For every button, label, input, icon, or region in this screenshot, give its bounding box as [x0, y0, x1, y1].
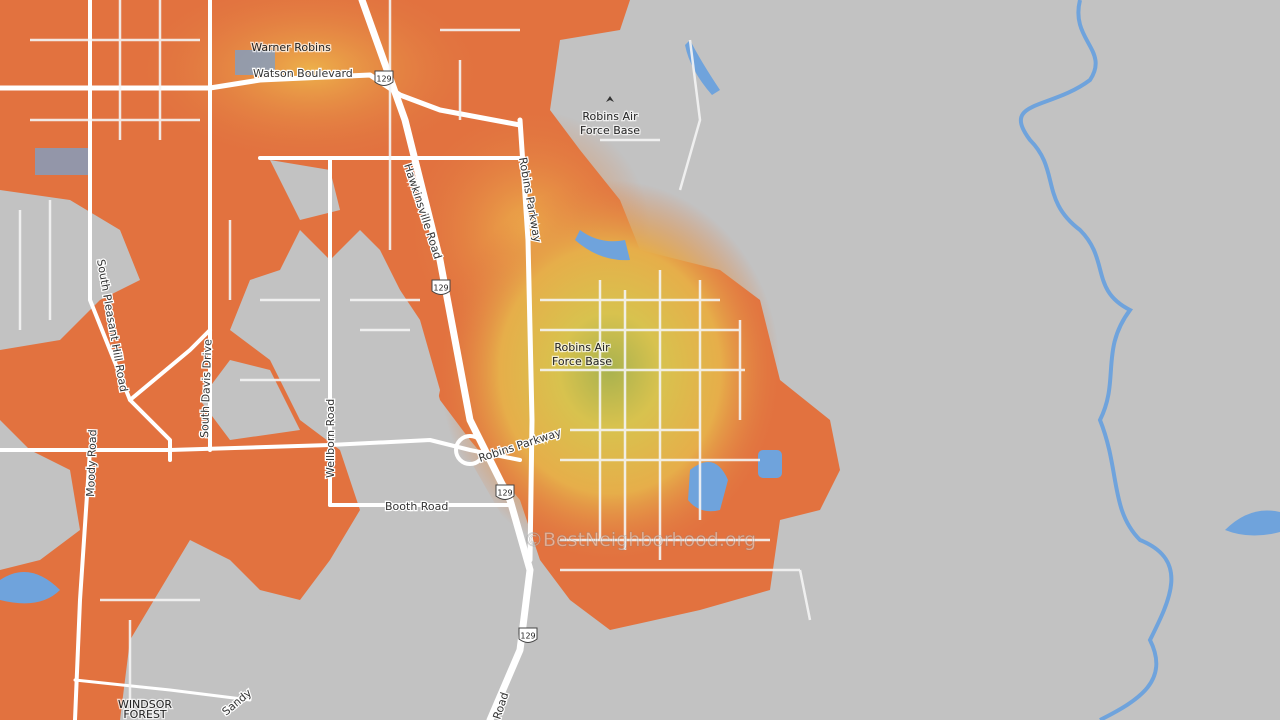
place-label: Robins Air [554, 341, 610, 354]
map-feature [758, 450, 782, 478]
map-feature [168, 438, 522, 462]
road-label: Watson Boulevard [253, 67, 353, 80]
map-feature: 129 [431, 279, 451, 295]
map-feature [0, 572, 60, 604]
map-feature [518, 627, 538, 643]
roads [0, 0, 812, 720]
map-feature [1225, 510, 1280, 536]
map-feature [35, 148, 88, 175]
shield-label: 129 [520, 632, 535, 641]
map-feature [540, 39, 770, 560]
shield-label: 129 [433, 284, 448, 293]
city-label: Warner Robins [251, 41, 331, 54]
map-feature [575, 230, 630, 261]
place-label: Force Base [580, 124, 640, 137]
place-label: WINDSOR [118, 698, 172, 711]
road-label: Wellborn Road [324, 399, 337, 478]
place-label: Force Base [552, 355, 612, 368]
map-feature [128, 328, 212, 402]
map-feature [320, 260, 440, 440]
map-feature [374, 70, 394, 86]
road-shields: 129 129 129 129 [374, 70, 538, 643]
map-feature [517, 117, 535, 563]
map-feature: 129 [518, 627, 538, 643]
map-feature: 129 [374, 70, 394, 86]
map-feature [130, 460, 540, 720]
map-feature [431, 279, 451, 295]
map-feature [1018, 0, 1174, 720]
place-label: FOREST [123, 708, 167, 720]
watermark: ©BestNeighborhood.org [524, 529, 756, 551]
road-label: Moody Road [84, 429, 99, 497]
map-feature [235, 50, 275, 75]
map-feature: 129 [495, 484, 515, 500]
map-feature [0, 160, 540, 720]
map-feature [454, 434, 486, 466]
shield-label: 129 [376, 75, 391, 84]
road-label: South Davis Drive [198, 339, 214, 438]
shield-label: 129 [497, 489, 512, 498]
map-feature [688, 462, 728, 512]
airport-icon [606, 96, 614, 102]
map-feature [18, 0, 812, 700]
map-feature [73, 678, 252, 702]
map-feature [495, 484, 515, 500]
map-feature [0, 470, 60, 540]
map-feature [685, 40, 720, 95]
map-feature [270, 160, 340, 220]
road-label: Booth Road [385, 500, 448, 513]
place-label: Robins Air [582, 110, 638, 123]
